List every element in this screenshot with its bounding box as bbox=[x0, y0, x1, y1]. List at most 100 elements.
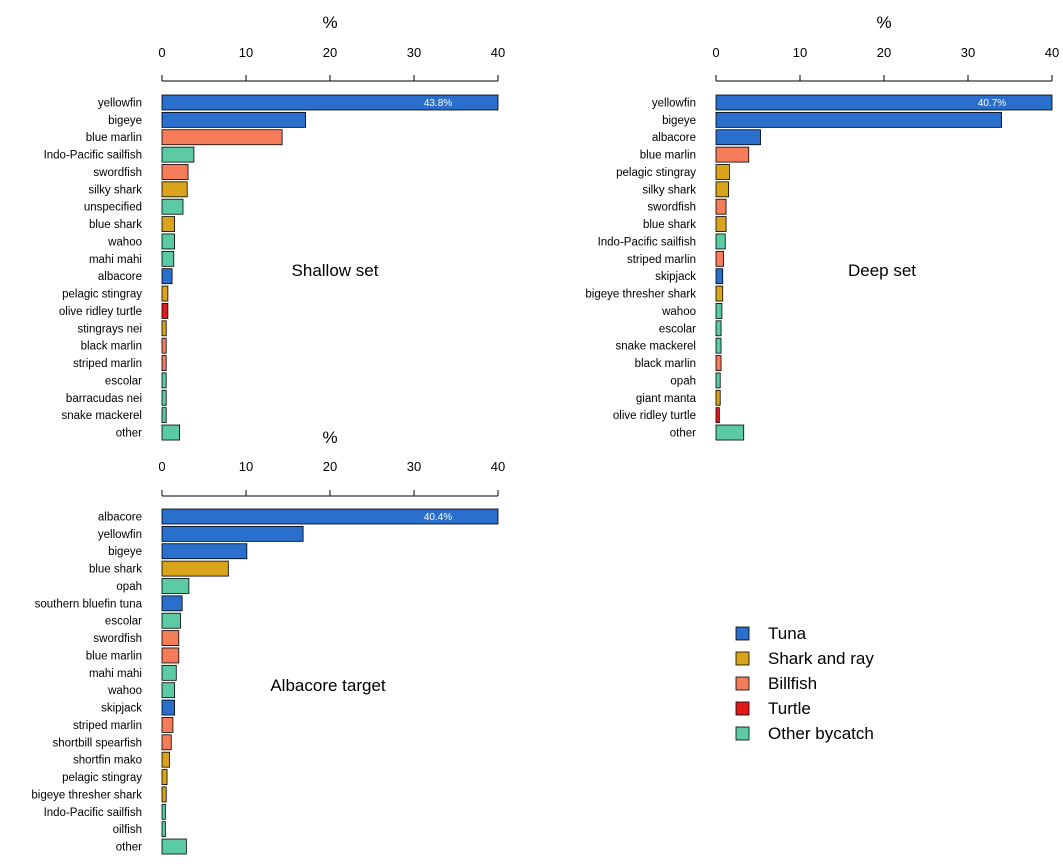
bar-blue-marlin bbox=[715, 146, 750, 163]
category-label: Indo-Pacific sailfish bbox=[44, 807, 142, 819]
x-tick-label: 20 bbox=[323, 45, 337, 60]
category-label: other bbox=[670, 428, 696, 440]
x-tick-label: 10 bbox=[239, 45, 253, 60]
panel-deep-set: % 0 10 20 30 40 Deep set yellowfin 40.7% bigeye al… bbox=[585, 13, 1059, 441]
bar-pelagic-stingray bbox=[715, 164, 730, 180]
bar-value-label: 43.8% bbox=[424, 98, 452, 109]
legend-swatch-other-bycatch bbox=[735, 726, 750, 741]
category-label: striped marlin bbox=[73, 358, 142, 370]
bar-silky-shark bbox=[161, 181, 188, 198]
bar-other bbox=[161, 424, 181, 441]
category-label: swordfish bbox=[647, 202, 696, 214]
category-label: skipjack bbox=[655, 271, 696, 283]
bar-wahoo bbox=[715, 303, 723, 319]
bar-wahoo bbox=[161, 233, 175, 250]
category-label: escolar bbox=[105, 375, 142, 387]
x-tick-label: 20 bbox=[877, 45, 891, 60]
x-tick-label: 30 bbox=[407, 45, 421, 60]
bar-value-label: 40.4% bbox=[424, 512, 452, 523]
bar-escolar bbox=[161, 372, 167, 389]
category-label: giant manta bbox=[636, 393, 697, 405]
bar-blue-shark bbox=[161, 560, 229, 577]
category-label: barracudas nei bbox=[66, 393, 142, 405]
bar-bigeye bbox=[715, 111, 1003, 128]
category-label: pelagic stingray bbox=[616, 167, 696, 179]
category-label: blue marlin bbox=[86, 132, 142, 144]
category-label: wahoo bbox=[107, 685, 142, 697]
bar-blue-marlin bbox=[161, 129, 283, 146]
bar-albacore bbox=[715, 129, 761, 146]
category-label: southern bluefin tuna bbox=[35, 598, 143, 610]
category-label: black marlin bbox=[635, 358, 696, 370]
bar-bigeye bbox=[161, 543, 248, 560]
x-tick-label: 40 bbox=[1045, 45, 1059, 60]
category-label: snake mackerel bbox=[61, 410, 142, 422]
bar-mahi-mahi bbox=[161, 250, 175, 267]
bar-black-marlin bbox=[715, 355, 722, 371]
bar-striped-marlin bbox=[161, 717, 174, 733]
bar-swordfish bbox=[161, 164, 189, 180]
bar-wahoo bbox=[161, 682, 175, 699]
bar-olive-ridley-turtle bbox=[161, 303, 169, 319]
axis-title: % bbox=[322, 13, 337, 32]
bar-albacore bbox=[161, 268, 173, 285]
category-label: albacore bbox=[98, 271, 142, 283]
bar-yellowfin bbox=[161, 94, 499, 111]
bar-striped-marlin bbox=[715, 250, 724, 267]
bar-other bbox=[715, 424, 745, 441]
bar-yellowfin bbox=[715, 94, 1053, 111]
category-label: pelagic stingray bbox=[62, 289, 142, 301]
bar-blue-marlin bbox=[161, 647, 180, 664]
category-label: yellowfin bbox=[98, 529, 142, 541]
panel-albacore-target: % 0 10 20 30 40 Albacore target albacore 40.4% ye… bbox=[31, 428, 505, 855]
x-tick-label: 0 bbox=[712, 45, 719, 60]
bar-oilfish bbox=[161, 821, 166, 838]
bar-silky-shark bbox=[715, 181, 730, 198]
category-label: olive ridley turtle bbox=[613, 410, 696, 422]
category-label: opah bbox=[670, 375, 696, 387]
panel-title: Deep set bbox=[848, 261, 916, 280]
bar-pelagic-stingray bbox=[161, 769, 168, 785]
x-tick-label: 40 bbox=[491, 45, 505, 60]
category-label: bigeye bbox=[108, 546, 142, 558]
category-label: albacore bbox=[98, 512, 142, 524]
bar-opah bbox=[161, 578, 190, 594]
legend-label-other-bycatch: Other bycatch bbox=[768, 724, 874, 743]
bar-bigeye-thresher-shark bbox=[161, 786, 167, 803]
category-label: oilfish bbox=[113, 824, 142, 836]
bar-skipjack bbox=[161, 699, 175, 716]
panel-title: Albacore target bbox=[270, 676, 386, 695]
category-label: opah bbox=[116, 581, 142, 593]
category-label: blue shark bbox=[89, 219, 142, 231]
category-label: skipjack bbox=[101, 703, 142, 715]
legend-label-tuna: Tuna bbox=[768, 624, 807, 643]
bar-giant-manta bbox=[715, 389, 721, 406]
bar-pelagic-stingray bbox=[161, 285, 169, 302]
legend-label-billfish: Billfish bbox=[768, 674, 817, 693]
bar-swordfish bbox=[161, 630, 180, 646]
bar-black-marlin bbox=[161, 337, 167, 354]
category-label: swordfish bbox=[93, 167, 142, 179]
bar-blue-shark bbox=[161, 216, 175, 232]
legend-label-shark-and-ray: Shark and ray bbox=[768, 649, 874, 668]
category-label: unspecified bbox=[84, 202, 142, 214]
legend-swatch-tuna bbox=[735, 626, 750, 641]
bar-barracudas-nei bbox=[161, 389, 167, 406]
axis-title: % bbox=[876, 13, 891, 32]
category-label: striped marlin bbox=[73, 720, 142, 732]
category-label: silky shark bbox=[642, 184, 696, 196]
bar-other bbox=[161, 838, 187, 855]
category-label: bigeye bbox=[108, 115, 142, 127]
category-label: escolar bbox=[659, 323, 696, 335]
bar-bigeye-thresher-shark bbox=[715, 285, 724, 302]
legend-swatch-turtle bbox=[735, 701, 750, 716]
category-label: silky shark bbox=[88, 184, 142, 196]
bar-mahi-mahi bbox=[161, 664, 177, 681]
category-label: Indo-Pacific sailfish bbox=[44, 150, 142, 162]
category-label: other bbox=[116, 842, 142, 854]
category-label: mahi mahi bbox=[89, 668, 142, 680]
category-label: wahoo bbox=[661, 306, 696, 318]
category-label: blue marlin bbox=[640, 150, 696, 162]
bar-escolar bbox=[715, 320, 722, 337]
